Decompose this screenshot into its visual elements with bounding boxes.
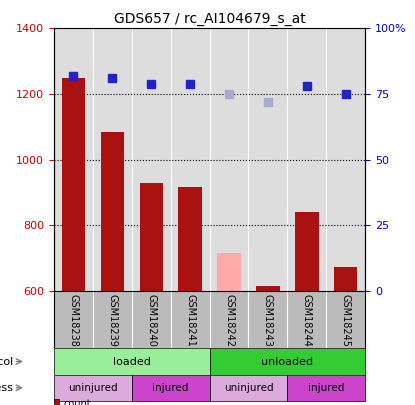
Text: protocol: protocol — [0, 356, 14, 367]
Text: count: count — [63, 399, 91, 405]
Bar — [101, 132, 124, 291]
Text: GSM18239: GSM18239 — [107, 294, 117, 347]
Text: GSM18238: GSM18238 — [68, 294, 78, 347]
Text: GSM18244: GSM18244 — [302, 294, 312, 347]
Bar — [62, 78, 85, 291]
FancyBboxPatch shape — [210, 348, 365, 375]
Text: GSM18241: GSM18241 — [185, 294, 195, 347]
Bar — [217, 253, 241, 291]
Text: GSM18242: GSM18242 — [224, 294, 234, 347]
FancyBboxPatch shape — [132, 375, 210, 401]
FancyBboxPatch shape — [287, 375, 365, 401]
Text: loaded: loaded — [113, 356, 151, 367]
Bar — [178, 187, 202, 291]
Text: uninjured: uninjured — [224, 383, 273, 393]
Text: uninjured: uninjured — [68, 383, 118, 393]
FancyBboxPatch shape — [54, 375, 132, 401]
Bar — [334, 267, 357, 291]
Text: GSM18245: GSM18245 — [341, 294, 351, 347]
Text: injured: injured — [308, 383, 344, 393]
Bar — [139, 183, 163, 291]
Text: unloaded: unloaded — [261, 356, 313, 367]
Text: GSM18240: GSM18240 — [146, 294, 156, 347]
Text: GSM18243: GSM18243 — [263, 294, 273, 347]
Text: injured: injured — [152, 383, 189, 393]
FancyBboxPatch shape — [54, 348, 210, 375]
Bar — [256, 286, 280, 291]
Text: stress: stress — [0, 383, 14, 393]
Bar — [295, 212, 319, 291]
FancyBboxPatch shape — [210, 375, 287, 401]
Title: GDS657 / rc_AI104679_s_at: GDS657 / rc_AI104679_s_at — [114, 12, 305, 26]
